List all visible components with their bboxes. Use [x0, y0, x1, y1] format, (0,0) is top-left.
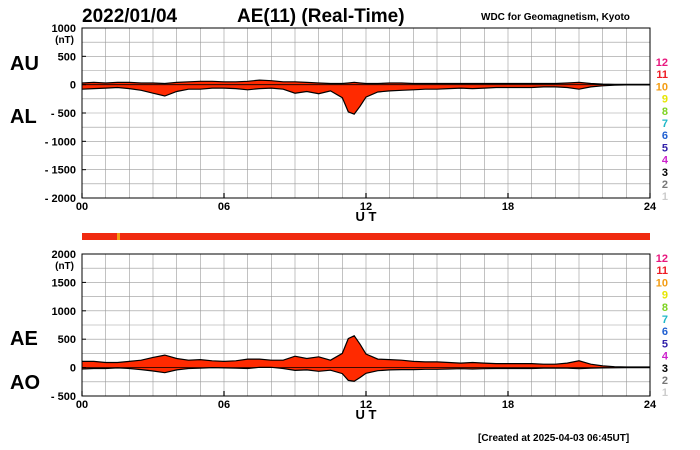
x-tick-label: 24 — [644, 399, 657, 411]
y-tick-label: 1500 — [52, 277, 76, 289]
y-unit-label: (nT) — [55, 35, 74, 46]
panel-label-au: AU — [10, 53, 39, 75]
station-count-4: 4 — [662, 351, 669, 363]
station-count-7: 7 — [662, 314, 668, 326]
series-line-ao — [81, 366, 650, 382]
station-coverage-bar — [82, 233, 650, 240]
station-count-1: 1 — [662, 387, 668, 399]
station-count-11: 11 — [656, 69, 668, 81]
station-count-7: 7 — [662, 118, 668, 130]
station-count-10: 10 — [656, 81, 668, 93]
y-tick-label: 1000 — [52, 306, 76, 318]
series-fill-area — [82, 335, 650, 382]
station-count-2: 2 — [662, 375, 668, 387]
y-tick-label: 1000 — [52, 23, 76, 35]
station-count-10: 10 — [656, 277, 668, 289]
y-tick-label: 0 — [70, 80, 76, 92]
station-count-2: 2 — [662, 179, 668, 191]
y-tick-label: - 500 — [51, 108, 76, 120]
x-tick-label: 18 — [502, 399, 514, 411]
x-tick-label: 00 — [76, 399, 88, 411]
y-tick-label: - 2000 — [45, 193, 76, 205]
series-line-au — [81, 79, 650, 85]
station-count-4: 4 — [662, 155, 669, 167]
chart-title: AE(11) (Real-Time) — [237, 6, 405, 27]
x-tick-label: 12 — [360, 201, 372, 213]
y-tick-label: 500 — [58, 334, 76, 346]
station-count-12: 12 — [656, 57, 668, 69]
y-unit-label: (nT) — [55, 261, 74, 272]
x-tick-label: 24 — [644, 201, 657, 213]
station-count-3: 3 — [662, 167, 668, 179]
x-tick-label: 18 — [502, 201, 514, 213]
station-count-5: 5 — [662, 338, 668, 350]
y-tick-label: - 500 — [51, 391, 76, 403]
series-line-al — [81, 84, 650, 115]
panel-label-ae: AE — [10, 328, 38, 350]
x-tick-label: 00 — [76, 201, 88, 213]
y-tick-label: - 1000 — [45, 136, 76, 148]
y-tick-label: 2000 — [52, 249, 76, 261]
date-label: 2022/01/04 — [82, 6, 178, 27]
panel-label-ao: AO — [10, 372, 40, 394]
x-tick-label: 06 — [218, 399, 230, 411]
panel-label-al: AL — [10, 106, 37, 128]
ae-ao-panel: 2000 1500 1000 500 0 - 500 (nT) 00 06 12 18 24 U T AE… — [10, 249, 657, 422]
station-count-5: 5 — [662, 142, 668, 154]
station-count-8: 8 — [662, 302, 668, 314]
x-axis-label: U T — [356, 209, 377, 224]
y-tick-label: - 1500 — [45, 165, 76, 177]
institution-label: WDC for Geomagnetism, Kyoto — [481, 12, 630, 23]
station-count-6: 6 — [662, 326, 668, 338]
station-count-9: 9 — [662, 290, 668, 302]
x-tick-label: 06 — [218, 201, 230, 213]
y-tick-label: 0 — [70, 363, 76, 375]
station-count-1: 1 — [662, 191, 668, 203]
station-count-6: 6 — [662, 130, 668, 142]
station-count-3: 3 — [662, 363, 668, 375]
station-count-8: 8 — [662, 106, 668, 118]
station-count-12: 12 — [656, 253, 668, 265]
x-axis-label: U T — [356, 407, 377, 422]
station-coverage-marker — [117, 233, 120, 240]
au-al-panel: 1000 500 0 - 500 - 1000 - 1500 - 2000 (nT) 00 06 1… — [10, 23, 657, 224]
station-count-11: 11 — [656, 265, 668, 277]
created-timestamp: [Created at 2025-04-03 06:45UT] — [478, 433, 629, 444]
series-line-ae — [82, 335, 650, 368]
y-tick-label: 500 — [58, 51, 76, 63]
station-count-9: 9 — [662, 94, 668, 106]
x-tick-label: 12 — [360, 399, 372, 411]
